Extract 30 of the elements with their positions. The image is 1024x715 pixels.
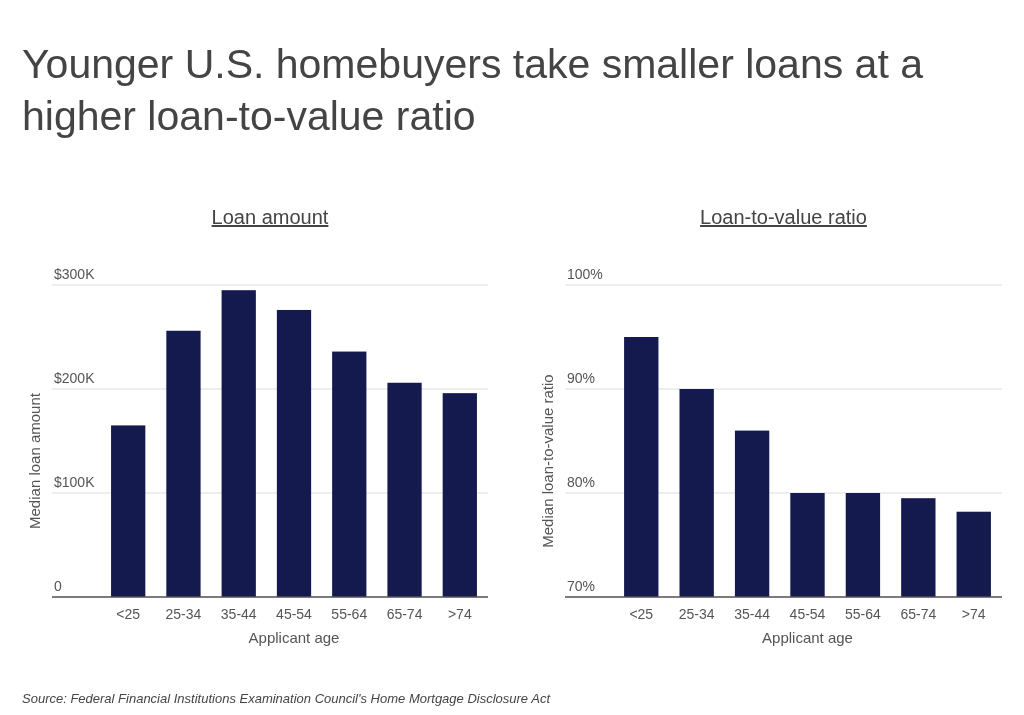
x-tick-label: <25 [116, 606, 141, 622]
chart-subtitle: Loan amount [211, 206, 329, 228]
x-tick-label: 55-64 [845, 606, 882, 622]
y-tick-label: $200K [54, 370, 96, 386]
x-tick-label: >74 [447, 606, 472, 622]
source-note: Source: Federal Financial Institutions Examination Council's Home Mortgage Disclosure Act [22, 691, 552, 706]
y-tick-label: 70% [567, 578, 596, 594]
y-tick-label: 90% [567, 370, 596, 386]
y-axis-title: Median loan amount [26, 392, 43, 529]
x-tick-label: 35-44 [734, 606, 771, 622]
y-axis-title: Median loan-to-value ratio [539, 374, 556, 548]
x-tick-label: 35-44 [220, 606, 257, 622]
y-tick-label: 0 [54, 578, 62, 594]
y-tick-label: 80% [567, 474, 596, 490]
chart-subtitle: Loan-to-value ratio [700, 206, 867, 228]
x-tick-label: 65-74 [386, 606, 423, 622]
x-tick-label: 55-64 [331, 606, 368, 622]
x-axis-title: Applicant age [248, 629, 340, 646]
y-tick-label: 100% [567, 266, 603, 282]
x-tick-label: 45-54 [276, 606, 313, 622]
x-tick-label: 25-34 [678, 606, 715, 622]
chart-title: Younger U.S. homebuyers take smaller loans at a higher loan-to-value ratio [22, 41, 924, 139]
x-tick-label: 25-34 [165, 606, 202, 622]
y-tick-label: $100K [54, 474, 96, 490]
y-tick-label: $300K [54, 266, 96, 282]
x-tick-label: <25 [629, 606, 654, 622]
x-tick-label: 65-74 [900, 606, 937, 622]
x-axis-title: Applicant age [762, 629, 853, 646]
x-tick-label: >74 [961, 606, 986, 622]
x-tick-label: 45-54 [789, 606, 826, 622]
